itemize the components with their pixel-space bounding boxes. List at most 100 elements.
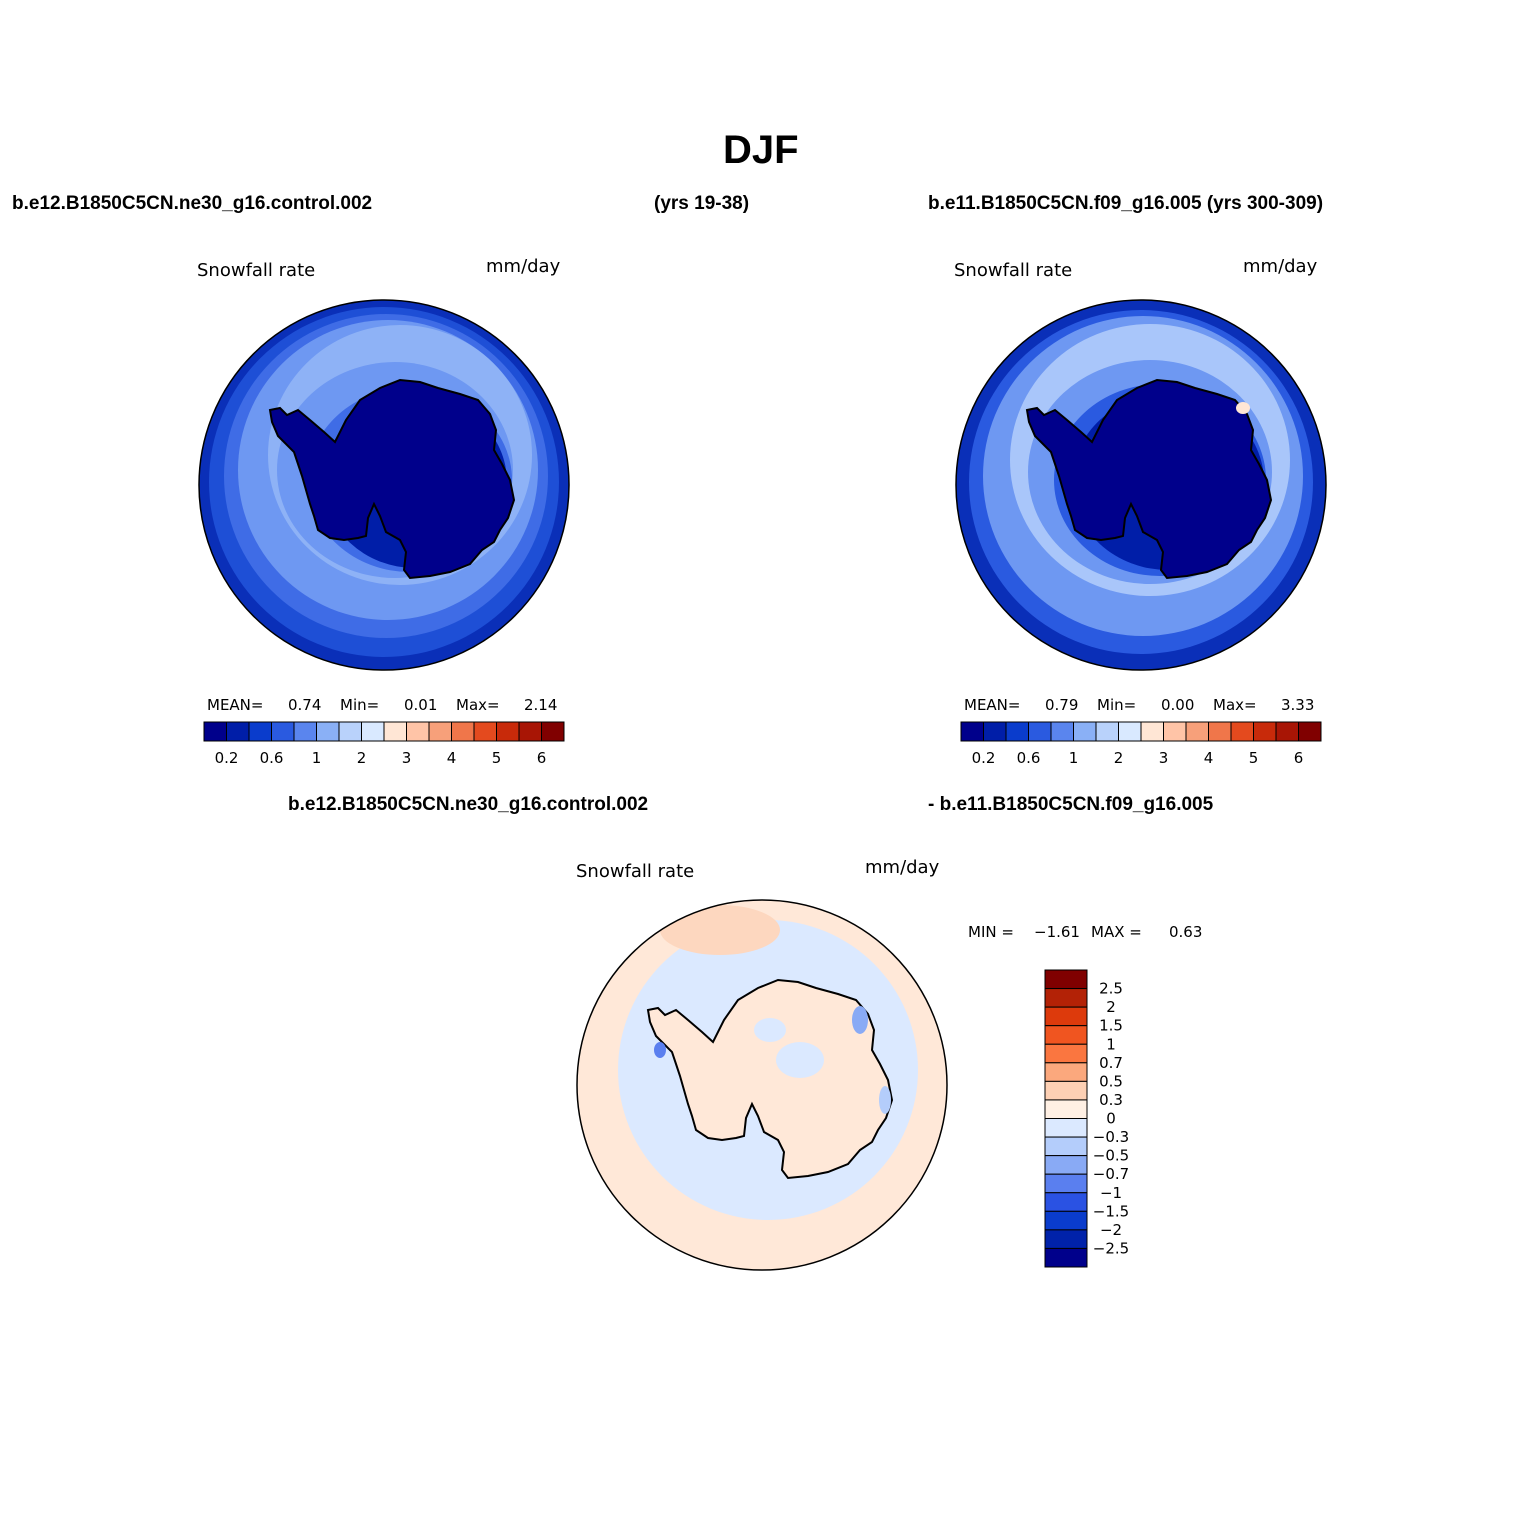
colorbar-diff-swatch bbox=[1044, 1118, 1088, 1138]
colorbar-panel-2-swatch bbox=[1185, 721, 1209, 742]
panel3-max-label: MAX = bbox=[1091, 923, 1142, 941]
colorbar-diff-tick-label: 0.7 bbox=[1099, 1054, 1123, 1072]
colorbar-panel-1-swatch bbox=[271, 721, 295, 742]
colorbar-panel-1-swatch bbox=[338, 721, 362, 742]
panel1-units-label: mm/day bbox=[486, 256, 561, 277]
colorbar-diff-swatch bbox=[1044, 1080, 1088, 1101]
colorbar-panel-2-swatch bbox=[1095, 721, 1119, 742]
page-title: DJF bbox=[723, 128, 799, 172]
panel1-mean-label: MEAN= bbox=[207, 696, 264, 714]
colorbar-panel-2-swatch bbox=[1253, 721, 1277, 742]
colorbar-panel-1-swatch bbox=[406, 721, 430, 742]
colorbar-diff-swatch bbox=[1044, 1192, 1088, 1212]
colorbar-diff-swatch bbox=[1044, 1043, 1088, 1064]
panel1-max-value: 2.14 bbox=[524, 696, 558, 714]
panel2-mean-value: 0.79 bbox=[1045, 696, 1079, 714]
colorbar-panel-2-swatch bbox=[1118, 721, 1142, 742]
colorbar-panel-1-tick-label: 0.2 bbox=[215, 749, 239, 767]
colorbar-diff-tick-label: −2 bbox=[1100, 1221, 1122, 1239]
colorbar-panel-1-swatch bbox=[383, 721, 407, 742]
colorbar-panel-1-swatch bbox=[473, 721, 497, 742]
panel1-min-label: Min= bbox=[340, 696, 380, 714]
panel2-variable-label: Snowfall rate bbox=[954, 260, 1073, 281]
colorbar-panel-1-tick-label: 5 bbox=[492, 749, 502, 767]
panel2-min-value: 0.00 bbox=[1161, 696, 1195, 714]
panel2-units-label: mm/day bbox=[1243, 256, 1318, 277]
colorbar-diff-tick-label: −1 bbox=[1100, 1184, 1122, 1202]
colorbar-panel-2-swatch bbox=[1163, 721, 1187, 742]
colorbar-panel-2-swatch bbox=[1050, 721, 1074, 742]
colorbar-diff-swatch bbox=[1044, 1006, 1088, 1027]
map-panel-2 bbox=[956, 300, 1326, 670]
colorbar-panel-2-swatch bbox=[1230, 721, 1254, 742]
colorbar-panel-2-tick-label: 0.6 bbox=[1017, 749, 1041, 767]
colorbar-diff-tick-label: −0.7 bbox=[1093, 1165, 1129, 1183]
colorbar-panel-2-tick-label: 3 bbox=[1159, 749, 1169, 767]
colorbar-panel-2-swatch bbox=[983, 721, 1007, 742]
colorbar-panel-2-swatch bbox=[1275, 721, 1299, 742]
colorbar-diff-tick-label: 0 bbox=[1106, 1110, 1116, 1128]
colorbar-panel-1-swatch bbox=[316, 721, 340, 742]
colorbar-diff-swatch bbox=[1044, 1229, 1088, 1249]
colorbar-panel-2-swatch bbox=[1298, 721, 1322, 742]
panel3-min-label: MIN = bbox=[968, 923, 1014, 941]
colorbar-diff-tick-label: 2.5 bbox=[1099, 980, 1123, 998]
colorbar-panel-2-swatch bbox=[1005, 721, 1029, 742]
colorbar-panel-2-tick-label: 0.2 bbox=[972, 749, 996, 767]
colorbar-panel-1-swatch bbox=[541, 721, 565, 742]
colorbar-panel-1-swatch bbox=[203, 721, 227, 742]
colorbar-diff-swatch bbox=[1044, 1136, 1088, 1157]
colorbar-panel-1: 0.2 0.6 1 2 3 4 5 6 bbox=[203, 721, 565, 767]
colorbar-diff-swatch bbox=[1044, 1099, 1088, 1119]
colorbar-panel-1-tick-label: 0.6 bbox=[260, 749, 284, 767]
colorbar-panel-2: 0.2 0.6 1 2 3 4 5 6 bbox=[960, 721, 1322, 767]
colorbar-diff-swatch bbox=[1044, 1155, 1088, 1175]
map-panel-1 bbox=[199, 300, 569, 670]
panel1-max-label: Max= bbox=[456, 696, 500, 714]
map-panel-3 bbox=[577, 900, 947, 1270]
colorbar-panel-1-swatch bbox=[293, 721, 317, 742]
map-panel-3-border bbox=[576, 899, 948, 1271]
colorbar-panel-1-swatch bbox=[248, 721, 272, 742]
diff-header-right: - b.e11.B1850C5CN.f09_g16.005 bbox=[928, 794, 1214, 815]
colorbar-panel-2-tick-label: 5 bbox=[1249, 749, 1259, 767]
colorbar-panel-1-swatch bbox=[496, 721, 520, 742]
colorbar-panel-2-tick-label: 6 bbox=[1294, 749, 1304, 767]
panel1-mean-value: 0.74 bbox=[288, 696, 322, 714]
colorbar-diff-swatch bbox=[1044, 969, 1088, 990]
colorbar-panel-2-swatch bbox=[1208, 721, 1232, 742]
colorbar-panel-2-swatch bbox=[960, 721, 984, 742]
colorbar-diff-tick-label: 0.3 bbox=[1099, 1091, 1123, 1109]
colorbar-diff-tick-label: 1 bbox=[1106, 1035, 1116, 1053]
colorbar-panel-1-swatch bbox=[451, 721, 475, 742]
panel1-variable-label: Snowfall rate bbox=[197, 260, 316, 281]
colorbar-diff-tick-label: −1.5 bbox=[1093, 1202, 1129, 1220]
colorbar-panel-1-tick-label: 2 bbox=[357, 749, 367, 767]
colorbar-panel-2-swatch bbox=[1140, 721, 1164, 742]
colorbar-diff-swatch bbox=[1044, 1025, 1088, 1045]
colorbar-panel-1-swatch bbox=[361, 721, 385, 742]
panel3-variable-label: Snowfall rate bbox=[576, 861, 695, 882]
colorbar-panel-1-tick-label: 4 bbox=[447, 749, 457, 767]
map-panel-1-border bbox=[198, 299, 570, 671]
map-panel-2-border bbox=[955, 299, 1327, 671]
colorbar-diff-tick-label: −2.5 bbox=[1093, 1239, 1129, 1257]
colorbar-panel-2-swatch bbox=[1073, 721, 1097, 742]
top-right-header: b.e11.B1850C5CN.f09_g16.005 (yrs 300-309… bbox=[928, 193, 1324, 214]
colorbar-diff: 2.521.510.70.50.30−0.3−0.5−0.7−1−1.5−2−2… bbox=[1044, 969, 1129, 1268]
colorbar-diff-swatch bbox=[1044, 1173, 1088, 1194]
panel2-mean-label: MEAN= bbox=[964, 696, 1021, 714]
panel3-units-label: mm/day bbox=[865, 857, 940, 878]
panel3-min-value: −1.61 bbox=[1034, 923, 1080, 941]
colorbar-diff-tick-label: 2 bbox=[1106, 998, 1116, 1016]
colorbar-panel-1-tick-label: 1 bbox=[312, 749, 322, 767]
colorbar-diff-swatch bbox=[1044, 1062, 1088, 1082]
top-middle-header: (yrs 19-38) bbox=[654, 193, 750, 214]
colorbar-panel-2-tick-label: 4 bbox=[1204, 749, 1214, 767]
colorbar-panel-2-tick-label: 2 bbox=[1114, 749, 1124, 767]
panel3-max-value: 0.63 bbox=[1169, 923, 1203, 941]
colorbar-diff-swatch bbox=[1044, 1210, 1088, 1231]
colorbar-panel-1-swatch bbox=[226, 721, 250, 742]
colorbar-diff-swatch bbox=[1044, 1247, 1088, 1268]
